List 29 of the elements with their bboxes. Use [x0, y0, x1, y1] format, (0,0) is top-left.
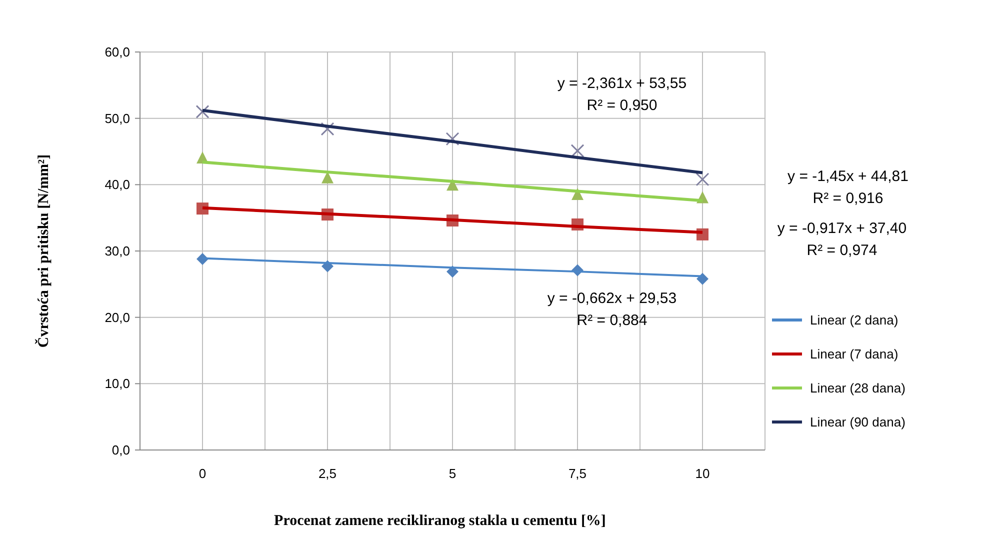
point	[446, 132, 460, 146]
y-tick-label: 40,0	[104, 177, 130, 192]
text: y = -1,45x + 44,81 R² = 0,916	[788, 168, 908, 207]
x-tick-label: 10	[695, 466, 710, 481]
y-axis-title: Čvrstoća pri pritisku [N/mm²]	[34, 154, 52, 348]
y-tick-label: 20,0	[104, 310, 130, 325]
x-tick-label: 5	[448, 466, 456, 481]
text: y = -0,917x + 37,40 R² = 0,974	[777, 220, 907, 259]
legend-label: Linear (2 dana)	[810, 312, 898, 328]
x-tick-label: 7,5	[568, 466, 587, 481]
y-tick-label: 10,0	[104, 376, 130, 392]
legend-label: Linear (7 dana)	[810, 346, 898, 362]
x-tick-label: 0	[198, 466, 206, 481]
point	[446, 266, 458, 278]
point	[320, 122, 334, 136]
annotation: y = -2,361x + 53,55 R² = 0,950	[557, 75, 687, 114]
y-tick-label: 30,0	[104, 244, 130, 259]
annotation: y = -0,662x + 29,53 R² = 0,884	[547, 290, 677, 329]
y-tick-label: 50,0	[104, 110, 130, 126]
x-tick-label: 2,5	[318, 466, 337, 481]
x-axis-title: Procenat zamene recikliranog stakla u cementu [%]	[274, 513, 606, 529]
y-tick-label: 0,0	[112, 442, 130, 458]
point	[196, 104, 210, 118]
legend-label: Linear (28 dana)	[810, 380, 906, 396]
point	[696, 272, 708, 285]
point	[696, 172, 710, 186]
y-tick-label: 60,0	[104, 44, 130, 60]
point	[570, 144, 584, 158]
legend-label: Linear (90 dana)	[810, 414, 906, 430]
